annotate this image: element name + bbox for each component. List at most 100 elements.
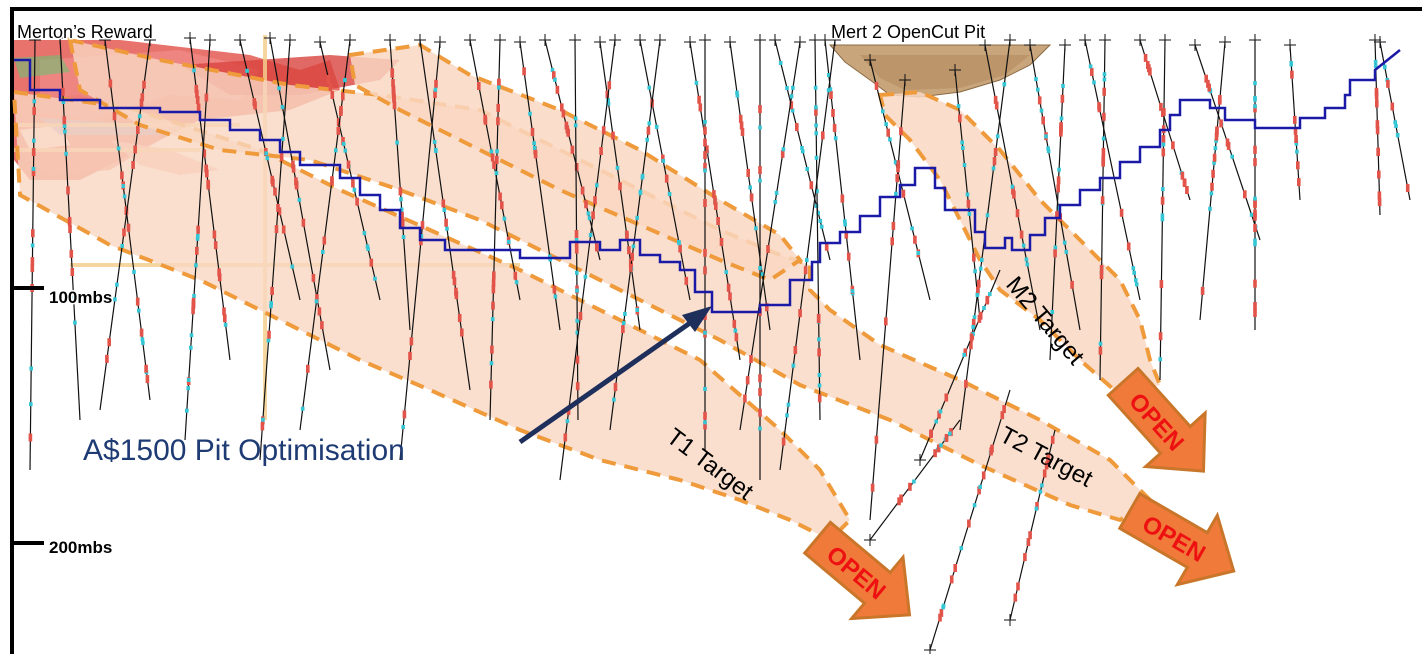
assay-interval-high: [703, 151, 707, 160]
drillhole-trace: [519, 41, 561, 331]
assay-interval-high: [705, 145, 709, 154]
assay-interval-high: [896, 164, 900, 173]
assay-interval-low: [300, 406, 305, 411]
assay-interval-high: [1171, 141, 1175, 150]
depth-tick-200: [14, 541, 44, 545]
assay-interval-low: [789, 94, 794, 99]
assay-interval-high: [1102, 112, 1106, 121]
assay-interval-low: [573, 123, 578, 128]
assay-interval-low: [623, 311, 627, 316]
assay-interval-high: [574, 245, 579, 254]
assay-interval-low: [121, 184, 126, 189]
assay-interval-low: [703, 168, 707, 173]
assay-interval-low: [245, 68, 249, 73]
assay-interval-low: [1038, 489, 1043, 494]
assay-interval-high: [967, 519, 971, 528]
assay-interval-high: [204, 93, 209, 102]
assay-interval-high: [578, 312, 583, 320]
assay-interval-high: [552, 285, 557, 294]
assay-interval-low: [514, 280, 519, 285]
drillhole-collar: [724, 36, 736, 48]
drillhole-collar: [654, 34, 666, 46]
assay-interval-high: [1161, 148, 1166, 157]
assay-interval-low: [196, 233, 200, 238]
assay-interval-low: [724, 270, 728, 275]
assay-interval-low: [733, 328, 738, 333]
assay-interval-high: [829, 91, 833, 99]
assay-interval-high: [294, 177, 298, 186]
assay-interval-high: [1050, 435, 1055, 444]
assay-interval-high: [139, 328, 144, 337]
assay-interval-high: [491, 285, 496, 294]
assay-interval-high: [716, 217, 720, 225]
assay-interval-low: [1050, 310, 1055, 314]
assay-interval-low: [442, 207, 447, 212]
assay-interval-low: [553, 294, 558, 299]
assay-interval-low: [635, 215, 639, 220]
drillhole-collar: [234, 34, 246, 46]
assay-interval-low: [962, 352, 966, 357]
assay-interval-high: [580, 186, 585, 195]
assay-interval-low: [1394, 124, 1398, 128]
drillhole-collar: [594, 36, 606, 48]
title-mert2-opencut-pit: Mert 2 OpenCut Pit: [831, 22, 985, 42]
assay-interval-high: [483, 116, 488, 125]
drillhole-collar: [1219, 36, 1231, 48]
assay-interval-high: [964, 379, 968, 388]
assay-interval-low: [1230, 154, 1234, 159]
assay-interval-high: [969, 341, 973, 350]
assay-interval-high: [1225, 138, 1230, 147]
assay-interval-low: [1160, 217, 1165, 222]
assay-interval-high: [30, 257, 35, 266]
assay-interval-high: [205, 169, 209, 178]
assay-interval-high: [1296, 161, 1300, 170]
assay-interval-low: [195, 236, 200, 241]
assay-interval-high: [575, 355, 580, 364]
assay-interval-high: [570, 145, 575, 154]
assay-interval-high: [1377, 191, 1382, 200]
assay-interval-high: [533, 150, 538, 159]
assay-interval-low: [1024, 257, 1029, 262]
assay-interval-low: [137, 308, 141, 313]
assay-interval-high: [328, 82, 333, 91]
assay-interval-high: [400, 220, 405, 229]
assay-interval-low: [785, 86, 789, 91]
assay-interval-low: [553, 77, 557, 82]
assay-interval-high: [107, 338, 111, 347]
drillhole-collar: [924, 644, 936, 654]
assay-interval-low: [850, 289, 855, 294]
assay-interval-high: [953, 564, 957, 572]
assay-interval-high: [492, 271, 496, 280]
assay-interval-high: [749, 355, 753, 363]
drillhole-trace: [779, 39, 836, 471]
assay-interval-low: [1059, 116, 1064, 121]
assay-interval-low: [703, 119, 707, 124]
assay-interval-low: [635, 308, 639, 312]
assay-interval-high: [939, 608, 944, 617]
assay-interval-low: [586, 211, 591, 216]
drillhole-trace: [1099, 39, 1106, 381]
assay-interval-high: [213, 241, 218, 250]
assay-interval-high: [1015, 209, 1020, 218]
assay-interval-low: [445, 226, 449, 231]
assay-interval-low: [1213, 146, 1218, 151]
callout-pit-optimisation: A$1500 Pit Optimisation: [83, 434, 405, 467]
assay-interval-high: [420, 221, 425, 230]
assay-interval-high: [745, 376, 750, 385]
assay-interval-high: [874, 81, 879, 90]
drillhole-trace: [739, 41, 801, 431]
assay-interval-high: [969, 333, 974, 342]
assay-interval-low: [587, 216, 592, 221]
depth-label-100mbs: 100mbs: [49, 288, 112, 307]
assay-interval-high: [369, 258, 374, 267]
assay-interval-high: [1293, 126, 1298, 135]
assay-interval-low: [971, 325, 975, 329]
assay-interval-high: [1041, 116, 1045, 125]
assay-interval-low: [395, 140, 399, 145]
assay-interval-high: [552, 71, 556, 80]
assay-interval-high: [595, 243, 599, 252]
assay-interval-high: [496, 103, 500, 112]
assay-interval-high: [561, 109, 566, 118]
assay-interval-high: [574, 230, 579, 238]
assay-interval-low: [894, 191, 898, 196]
